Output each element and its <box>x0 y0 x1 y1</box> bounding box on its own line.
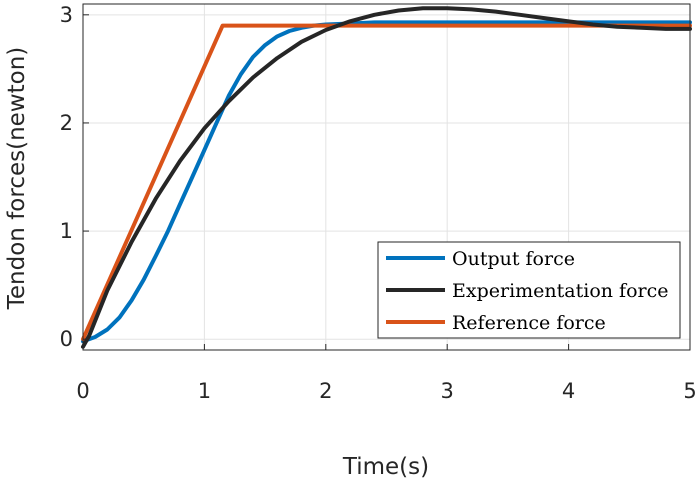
series-layer <box>81 6 692 349</box>
series-line-experimentation-force <box>81 6 692 349</box>
x-tick-label: 3 <box>441 379 454 403</box>
legend-label-reference-force: Reference force <box>452 312 606 334</box>
series-line-output-force <box>81 20 692 344</box>
x-axis-title: Time(s) <box>342 454 429 480</box>
x-tick-label: 5 <box>683 379 696 403</box>
axes-frame <box>82 3 691 351</box>
x-tick-label: 1 <box>198 379 211 403</box>
y-tick-label: 0 <box>60 327 73 351</box>
x-tick-label: 4 <box>562 379 575 403</box>
legend: Output force Experimentation force Refer… <box>377 241 681 339</box>
y-tick-label: 3 <box>60 3 73 27</box>
x-tick-label: 2 <box>319 379 332 403</box>
series-line-reference-force <box>81 23 692 342</box>
y-tick-label: 2 <box>60 111 73 135</box>
legend-label-experimentation-force: Experimentation force <box>452 280 668 302</box>
y-axis-title: Tendon forces(newton) <box>4 47 30 310</box>
ticks: 0 1 2 3 4 5 0 1 2 3 <box>60 3 697 403</box>
grid <box>82 4 691 350</box>
x-tick-label: 0 <box>76 379 89 403</box>
y-tick-label: 1 <box>60 219 73 243</box>
legend-label-output-force: Output force <box>452 248 575 270</box>
